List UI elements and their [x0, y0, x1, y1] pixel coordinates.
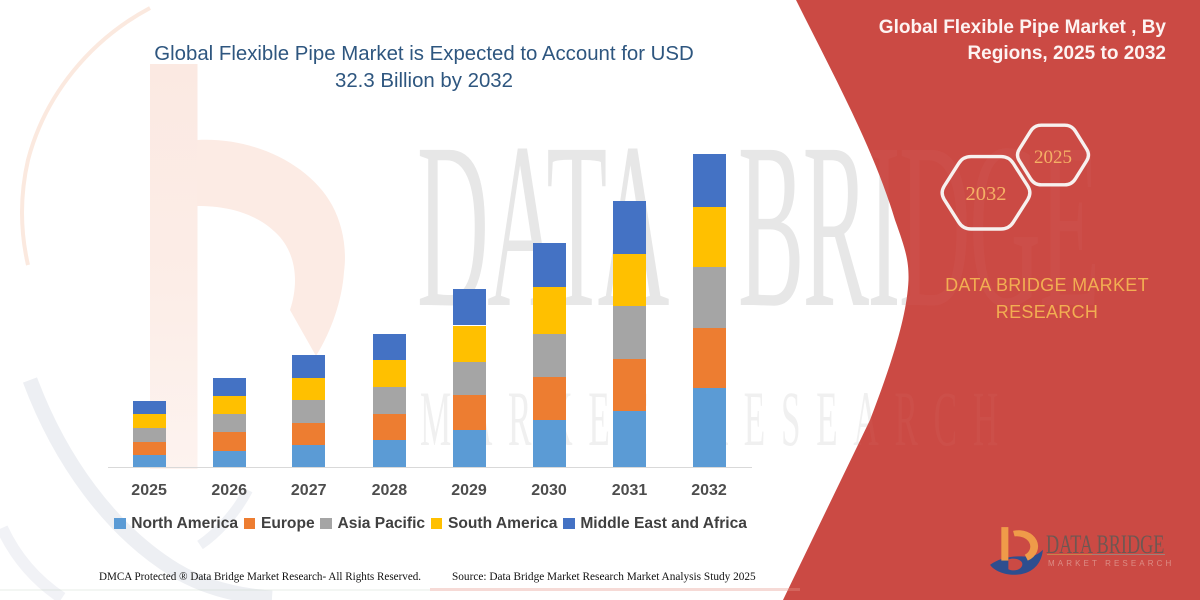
- svg-text:2025: 2025: [1034, 147, 1072, 168]
- svg-text:2032: 2032: [966, 183, 1007, 205]
